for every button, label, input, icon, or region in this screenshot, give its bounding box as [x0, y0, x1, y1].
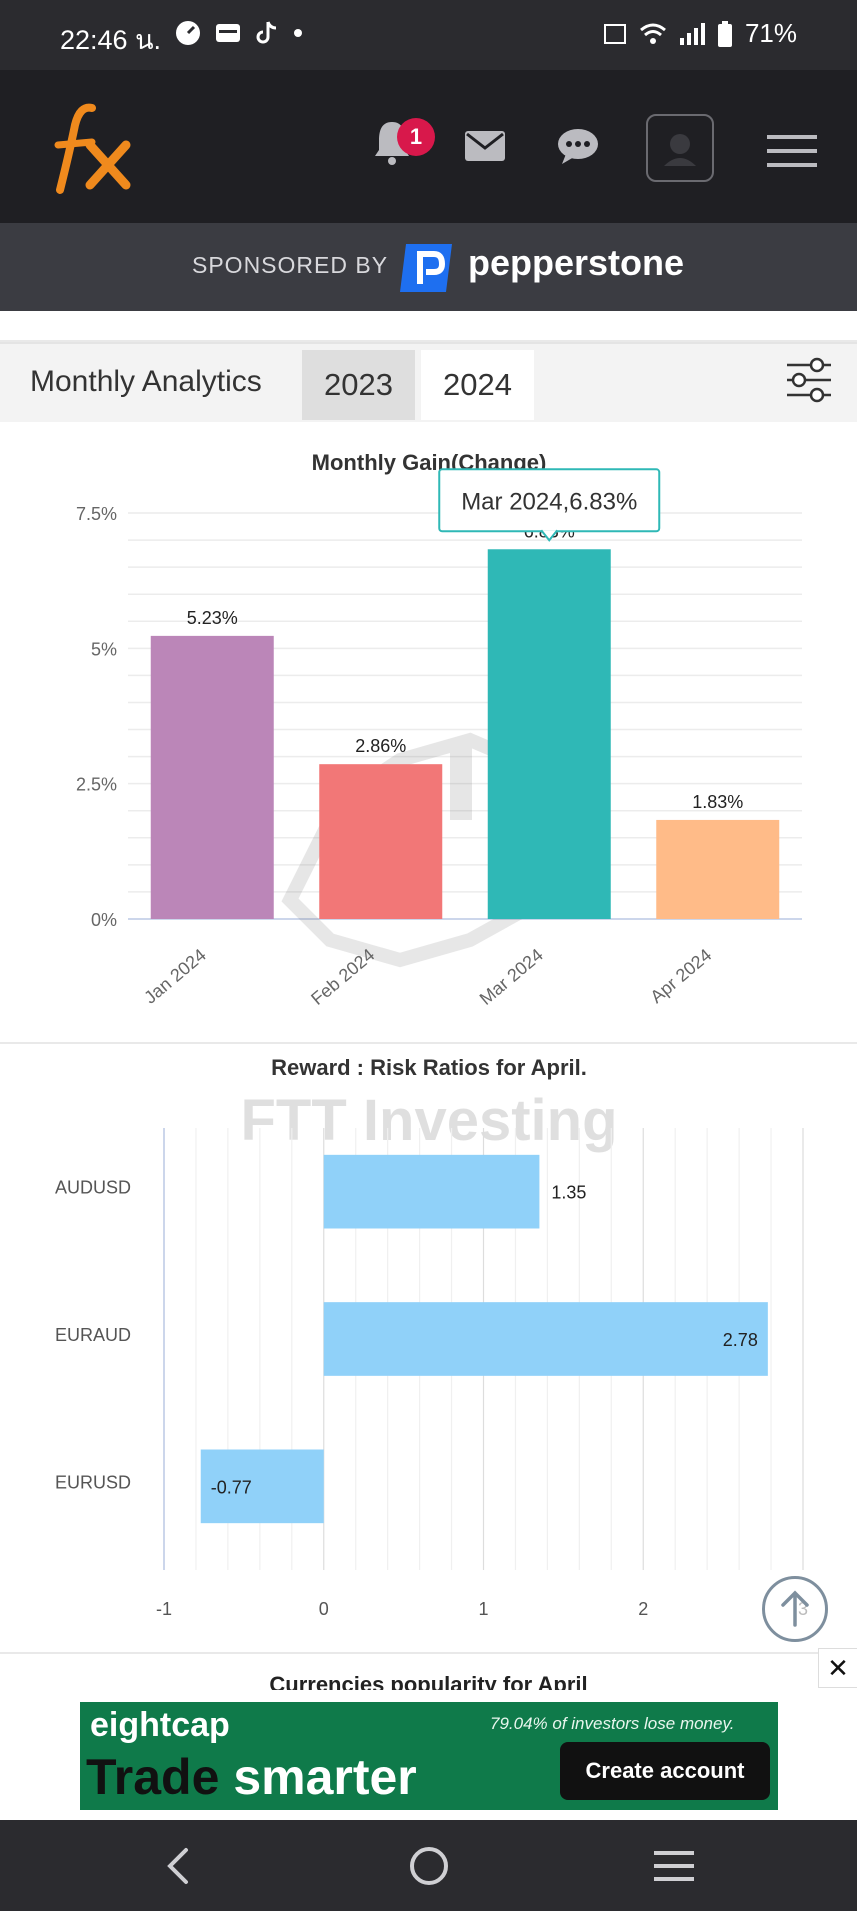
arrow-up-icon: [781, 1590, 809, 1627]
battery-icon: [717, 20, 732, 47]
tab-2024[interactable]: 2024: [421, 350, 534, 420]
bar[interactable]: [323, 1154, 540, 1229]
back-icon[interactable]: [160, 1846, 196, 1886]
avatar-icon: [664, 134, 696, 166]
create-account-button[interactable]: Create account: [560, 1742, 770, 1800]
card-icon: [216, 24, 240, 42]
ad-close-button[interactable]: ✕: [818, 1648, 857, 1688]
x-axis-labels: -10123: [156, 1599, 808, 1619]
bar-value-label: 1.35: [551, 1183, 586, 1203]
user-avatar-button[interactable]: [646, 114, 714, 182]
status-bar: 22:46 น. 71%: [0, 0, 857, 70]
y-tick-label: 5%: [91, 639, 117, 659]
reward-risk-chart: Reward : Risk Ratios for April. FTT Inve…: [55, 1055, 808, 1619]
chart-divider: [0, 1652, 857, 1654]
reward-risk-chart-title: Reward : Risk Ratios for April.: [271, 1055, 587, 1080]
y-axis-labels: 0% 2.5% 5% 7.5%: [76, 504, 117, 930]
ad-slogan-part2: smarter: [233, 1749, 417, 1805]
chart-tooltip: Mar 2024,6.83%: [438, 468, 661, 542]
tiktok-icon: [256, 21, 277, 44]
mail-icon[interactable]: [464, 130, 506, 162]
bar[interactable]: [200, 1449, 324, 1524]
scroll-to-top-button[interactable]: [762, 1576, 828, 1642]
x-tick-label: Mar 2024: [476, 945, 547, 1009]
bars-group: 5.23%2.86%6.83%1.83%: [150, 521, 780, 919]
tooltip-pointer: [540, 529, 559, 542]
pepperstone-logo-icon[interactable]: [400, 240, 458, 296]
volte-icon: [603, 23, 626, 44]
status-time: 22:46 น.: [60, 25, 162, 55]
bar-value-label: 2.86%: [355, 736, 406, 756]
ad-brand: eightcap: [90, 1706, 230, 1744]
bar-value-label: 5.23%: [187, 608, 238, 628]
home-icon[interactable]: [407, 1844, 451, 1888]
bar[interactable]: [150, 635, 274, 919]
x-tick-label: Jan 2024: [140, 945, 210, 1008]
hamburger-menu-icon[interactable]: [767, 134, 817, 168]
status-icons-right: 71%: [603, 18, 797, 49]
tab-2023[interactable]: 2023: [302, 350, 415, 420]
watermark-text: FTT Investing: [241, 1088, 618, 1153]
header-divider: [0, 340, 857, 342]
speed-icon: [176, 21, 200, 45]
y-tick-label: 0%: [91, 910, 117, 930]
bar-value-label: 1.83%: [692, 792, 743, 812]
bar[interactable]: [323, 1302, 768, 1376]
y-tick-label: 7.5%: [76, 504, 117, 524]
y-tick-label: EURAUD: [55, 1325, 131, 1345]
x-tick-label: -1: [156, 1599, 172, 1619]
sponsor-brand[interactable]: pepperstone: [468, 242, 685, 283]
bar[interactable]: [487, 549, 611, 919]
recent-apps-icon[interactable]: [652, 1848, 696, 1884]
status-icons-left: [175, 20, 303, 46]
notification-badge: 1: [397, 118, 435, 156]
analytics-title: Monthly Analytics: [30, 365, 262, 398]
monthly-gain-chart: Monthly Gain(Change) 0%2.5%5%7.5% 5.23%2…: [76, 450, 802, 1009]
ad-slogan-part1: Trade: [86, 1749, 220, 1805]
bars-group: 1.35 2.78 -0.77: [200, 1154, 768, 1524]
x-tick-label: Apr 2024: [646, 945, 715, 1007]
y-tick-label: EURUSD: [55, 1472, 131, 1492]
x-tick-label: Feb 2024: [307, 945, 378, 1009]
tooltip-text: Mar 2024,6.83%: [461, 488, 637, 515]
y-tick-label: AUDUSD: [55, 1178, 131, 1198]
bar[interactable]: [656, 819, 780, 919]
ad-slogan: Trade smarter: [86, 1748, 417, 1806]
system-nav-bar: [0, 1820, 857, 1911]
eightcap-ad-banner[interactable]: eightcap 79.04% of investors lose money.…: [80, 1702, 778, 1810]
ad-disclaimer: 79.04% of investors lose money.: [490, 1714, 735, 1733]
x-tick-label: 2: [638, 1599, 648, 1619]
bar-value-label: -0.77: [211, 1477, 252, 1497]
battery-percent: 71%: [744, 18, 797, 48]
signal-icon: [679, 22, 705, 45]
filter-settings-icon[interactable]: [785, 357, 833, 403]
y-tick-label: 2.5%: [76, 775, 117, 795]
bar-value-label: 2.78: [723, 1330, 758, 1350]
sponsor-label: SPONSORED BY: [192, 252, 389, 278]
fx-logo[interactable]: [30, 90, 140, 200]
bar[interactable]: [319, 764, 443, 919]
x-tick-label: 0: [319, 1599, 329, 1619]
chat-icon[interactable]: [556, 128, 600, 166]
dot-icon: [294, 29, 302, 37]
x-tick-label: 1: [478, 1599, 488, 1619]
chart-divider: [0, 1042, 857, 1044]
y-axis-labels: AUDUSD EURAUD EURUSD: [55, 1178, 131, 1493]
wifi-icon: [639, 23, 666, 44]
